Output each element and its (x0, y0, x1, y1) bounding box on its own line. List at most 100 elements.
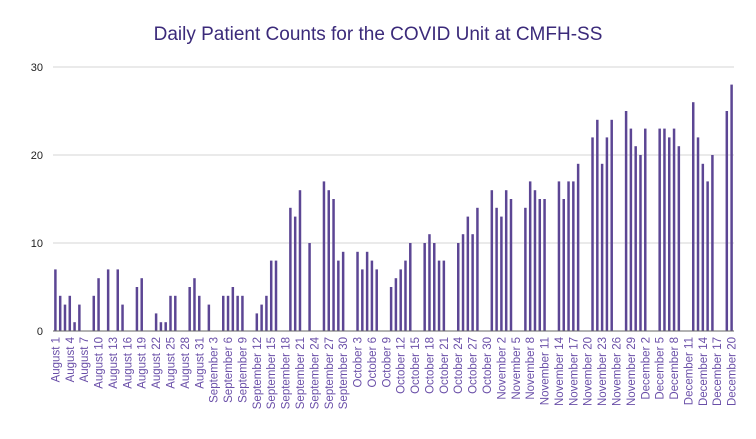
bar (509, 199, 513, 331)
x-tick-label: August 4 (65, 336, 77, 382)
bar (97, 278, 100, 331)
bar (58, 295, 62, 331)
x-tick-label: August 16 (122, 337, 134, 389)
y-tick-label: 20 (31, 150, 43, 162)
bar (658, 128, 661, 331)
bar (269, 260, 273, 331)
x-tick-label: October 12 (396, 337, 408, 394)
x-tick-label: September 27 (324, 337, 336, 409)
bar (375, 269, 378, 331)
bar (78, 304, 81, 331)
x-tick-label: November 8 (525, 337, 537, 400)
bar (92, 295, 96, 331)
x-tick-label: December 5 (655, 337, 667, 400)
bar (691, 102, 695, 331)
x-tick-label: December 2 (640, 337, 652, 400)
bar (361, 269, 364, 331)
bar (634, 146, 637, 331)
bar (231, 287, 235, 331)
bar (356, 251, 359, 331)
bar (73, 322, 76, 331)
bar (433, 243, 436, 331)
bar (389, 287, 393, 331)
bar (289, 207, 292, 331)
x-tick-label: October 21 (439, 337, 451, 394)
x-tick-label: November 14 (554, 336, 566, 406)
bar (341, 251, 345, 331)
x-tick-label: September 21 (295, 337, 307, 409)
bar (730, 84, 733, 331)
bar (394, 278, 398, 331)
bar (68, 295, 72, 331)
bar (54, 269, 57, 331)
bar (236, 295, 239, 331)
bar (428, 234, 431, 331)
bar (188, 287, 191, 331)
bar (442, 260, 446, 331)
bar (500, 216, 503, 331)
x-tick-label: October 3 (353, 337, 365, 388)
x-tick-label: August 22 (151, 337, 163, 389)
x-tick-label: December 17 (712, 337, 724, 406)
bar (274, 260, 278, 331)
bar (198, 295, 201, 331)
bar (437, 260, 441, 331)
bar (332, 199, 335, 331)
x-tick-label: October 30 (482, 337, 494, 394)
x-tick-label: October 24 (453, 336, 465, 393)
bar (226, 295, 230, 331)
bar (116, 269, 119, 331)
y-tick-label: 0 (37, 326, 43, 338)
x-tick-label: October 9 (381, 337, 393, 388)
bar (308, 243, 311, 331)
x-tick-label: September 9 (237, 337, 249, 403)
bar (533, 190, 537, 331)
bar (409, 243, 412, 331)
bar (399, 269, 402, 331)
bar (576, 163, 580, 331)
bar (567, 181, 570, 331)
y-tick-label: 30 (31, 62, 43, 74)
bar (668, 137, 671, 331)
bar (140, 278, 143, 331)
bar (265, 295, 268, 331)
bar (106, 269, 110, 331)
bars (54, 84, 733, 331)
x-tick-label: September 15 (266, 337, 278, 409)
bar (596, 119, 599, 331)
bar (524, 207, 527, 331)
bar (293, 216, 297, 331)
bar (241, 295, 244, 331)
x-tick-label: August 31 (194, 337, 206, 389)
bar (504, 190, 508, 331)
x-tick-label: August 28 (180, 337, 192, 389)
x-tick-label: November 26 (612, 337, 624, 406)
bar (169, 295, 172, 331)
y-axis-ticks: 0 10 20 30 (31, 62, 43, 338)
bar (370, 260, 374, 331)
x-tick-label: November 5 (511, 337, 523, 400)
bar (725, 111, 729, 331)
bar (557, 181, 561, 331)
bar (639, 155, 642, 331)
bar (121, 304, 124, 331)
x-tick-label: September 3 (209, 337, 221, 403)
x-tick-label: December 11 (683, 337, 695, 405)
bar (193, 278, 196, 331)
bar (672, 128, 676, 331)
x-tick-label: November 11 (540, 337, 552, 405)
x-tick-label: November 17 (568, 337, 580, 406)
x-tick-label: November 20 (583, 337, 595, 406)
bar (174, 295, 177, 331)
bar (461, 234, 465, 331)
x-tick-label: August 7 (79, 337, 91, 382)
x-axis-ticks: August 1 August 4 August 7 August 10 August … (50, 336, 738, 409)
bar (605, 137, 609, 331)
bar (663, 128, 666, 331)
bar (222, 295, 225, 331)
bar (404, 260, 407, 331)
bar (164, 322, 167, 331)
bar (591, 137, 594, 331)
